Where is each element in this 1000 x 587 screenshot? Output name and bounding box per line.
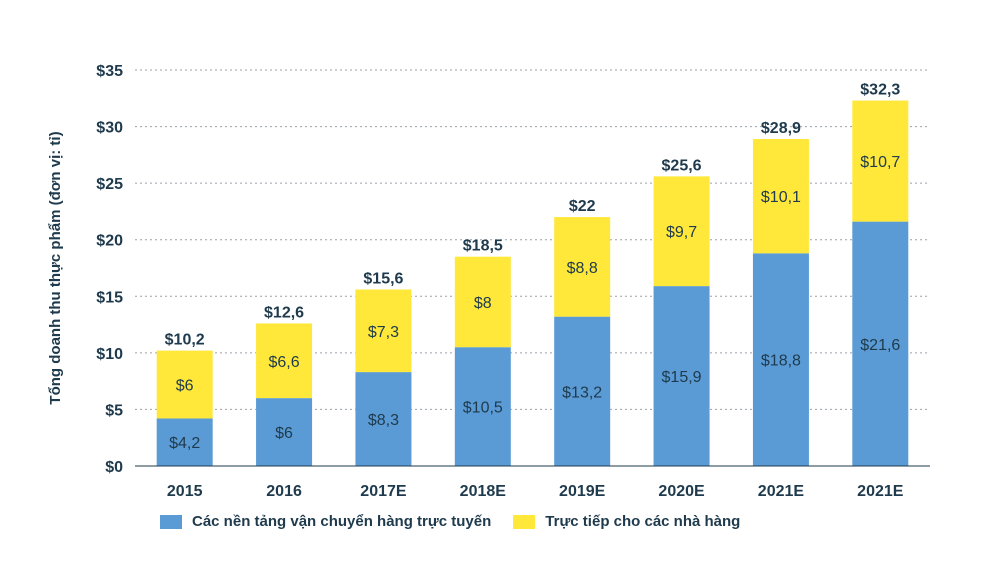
x-tick-label: 2018E <box>460 483 507 500</box>
bar-segment-online <box>852 221 909 466</box>
y-tick-label: $15 <box>96 289 123 306</box>
y-axis-label: Tổng doanh thu thực phẩm (đơn vị: tỉ) <box>47 131 64 404</box>
x-tick-label: 2015 <box>167 483 203 500</box>
bar-total-label: $12,6 <box>264 304 304 321</box>
bar-segment-direct <box>554 217 611 317</box>
bar-segment-label: $6 <box>176 378 194 395</box>
bar-segment-online <box>554 316 611 466</box>
bar-segment-label: $7,3 <box>368 324 399 341</box>
legend-item-direct: Trực tiếp cho các nhà hàng <box>513 513 740 530</box>
legend-swatch-online <box>160 514 182 529</box>
x-tick-label: 2017E <box>360 483 407 500</box>
x-axis-ticks: 2015 2016 2017E 2018E 2019E 2020E 2021E 2021E <box>167 483 904 500</box>
bar-total-label: $15,6 <box>363 270 403 287</box>
bar-segment-direct <box>156 350 213 419</box>
bar-segment-online <box>653 286 710 466</box>
bar-segment-online <box>752 253 809 466</box>
bar-segment-online <box>355 372 412 466</box>
legend-swatch-direct <box>513 514 536 529</box>
bars: $4,2 $6 $10,2 $6 $6,6 $12,6 $8,3 $7,3 $15,6 $10,5… <box>156 82 909 466</box>
bar-segment-direct <box>852 100 909 222</box>
y-tick-label: $30 <box>96 120 123 137</box>
bar-segment-online <box>256 398 313 466</box>
x-tick-label: 2019E <box>559 483 606 500</box>
bar-segment-label: $6 <box>275 425 293 442</box>
y-tick-label: $25 <box>96 176 123 193</box>
bar-segment-online <box>156 418 213 466</box>
bar-segment-label: $18,8 <box>761 353 801 370</box>
bar-segment-label: $8,8 <box>567 260 598 277</box>
gridlines <box>135 69 930 410</box>
bar-segment-label: $8,3 <box>368 412 399 429</box>
bar-segment-label: $10,5 <box>463 400 503 417</box>
bar-segment-direct <box>653 176 710 287</box>
x-tick-label: 2020E <box>658 483 705 500</box>
bar-segment-online <box>454 347 511 466</box>
bar-segment-label: $4,2 <box>169 435 200 452</box>
bar-total-label: $25,6 <box>662 157 702 174</box>
bar-segment-label: $15,9 <box>662 369 702 386</box>
bar-segment-label: $13,2 <box>562 384 602 401</box>
legend: Các nền tảng vận chuyển hàng trực tuyến … <box>160 513 762 530</box>
y-axis-ticks: $0 $5 $10 $15 $20 $25 $30 $35 <box>96 63 123 476</box>
bar-total-label: $22 <box>569 198 596 215</box>
x-tick-label: 2016 <box>266 483 302 500</box>
bar-segment-label: $8 <box>474 295 492 312</box>
x-tick-label: 2021E <box>758 483 805 500</box>
bar-segment-label: $10,1 <box>761 189 801 206</box>
y-tick-label: $0 <box>105 459 123 476</box>
bar-segment-label: $21,6 <box>860 337 900 354</box>
y-tick-label: $20 <box>96 233 123 250</box>
bar-total-label: $10,2 <box>165 332 205 349</box>
bar-total-label: $28,9 <box>761 120 801 137</box>
bar-segment-label: $9,7 <box>666 224 697 241</box>
bar-segment-label: $6,6 <box>268 354 299 371</box>
bar-segment-direct <box>355 289 412 373</box>
bar-segment-direct <box>256 323 313 399</box>
x-tick-label: 2021E <box>857 483 904 500</box>
bar-segment-label: $10,7 <box>860 154 900 171</box>
y-tick-label: $35 <box>96 63 123 80</box>
bar-segment-direct <box>454 256 511 348</box>
y-tick-label: $5 <box>105 402 123 419</box>
bar-segment-direct <box>752 139 809 254</box>
legend-item-online: Các nền tảng vận chuyển hàng trực tuyến <box>160 513 491 530</box>
bar-total-label: $18,5 <box>463 238 503 255</box>
legend-label-direct: Trực tiếp cho các nhà hàng <box>545 513 741 530</box>
legend-label-online: Các nền tảng vận chuyển hàng trực tuyến <box>192 513 492 530</box>
y-tick-label: $10 <box>96 346 123 363</box>
bar-total-label: $32,3 <box>860 82 900 99</box>
